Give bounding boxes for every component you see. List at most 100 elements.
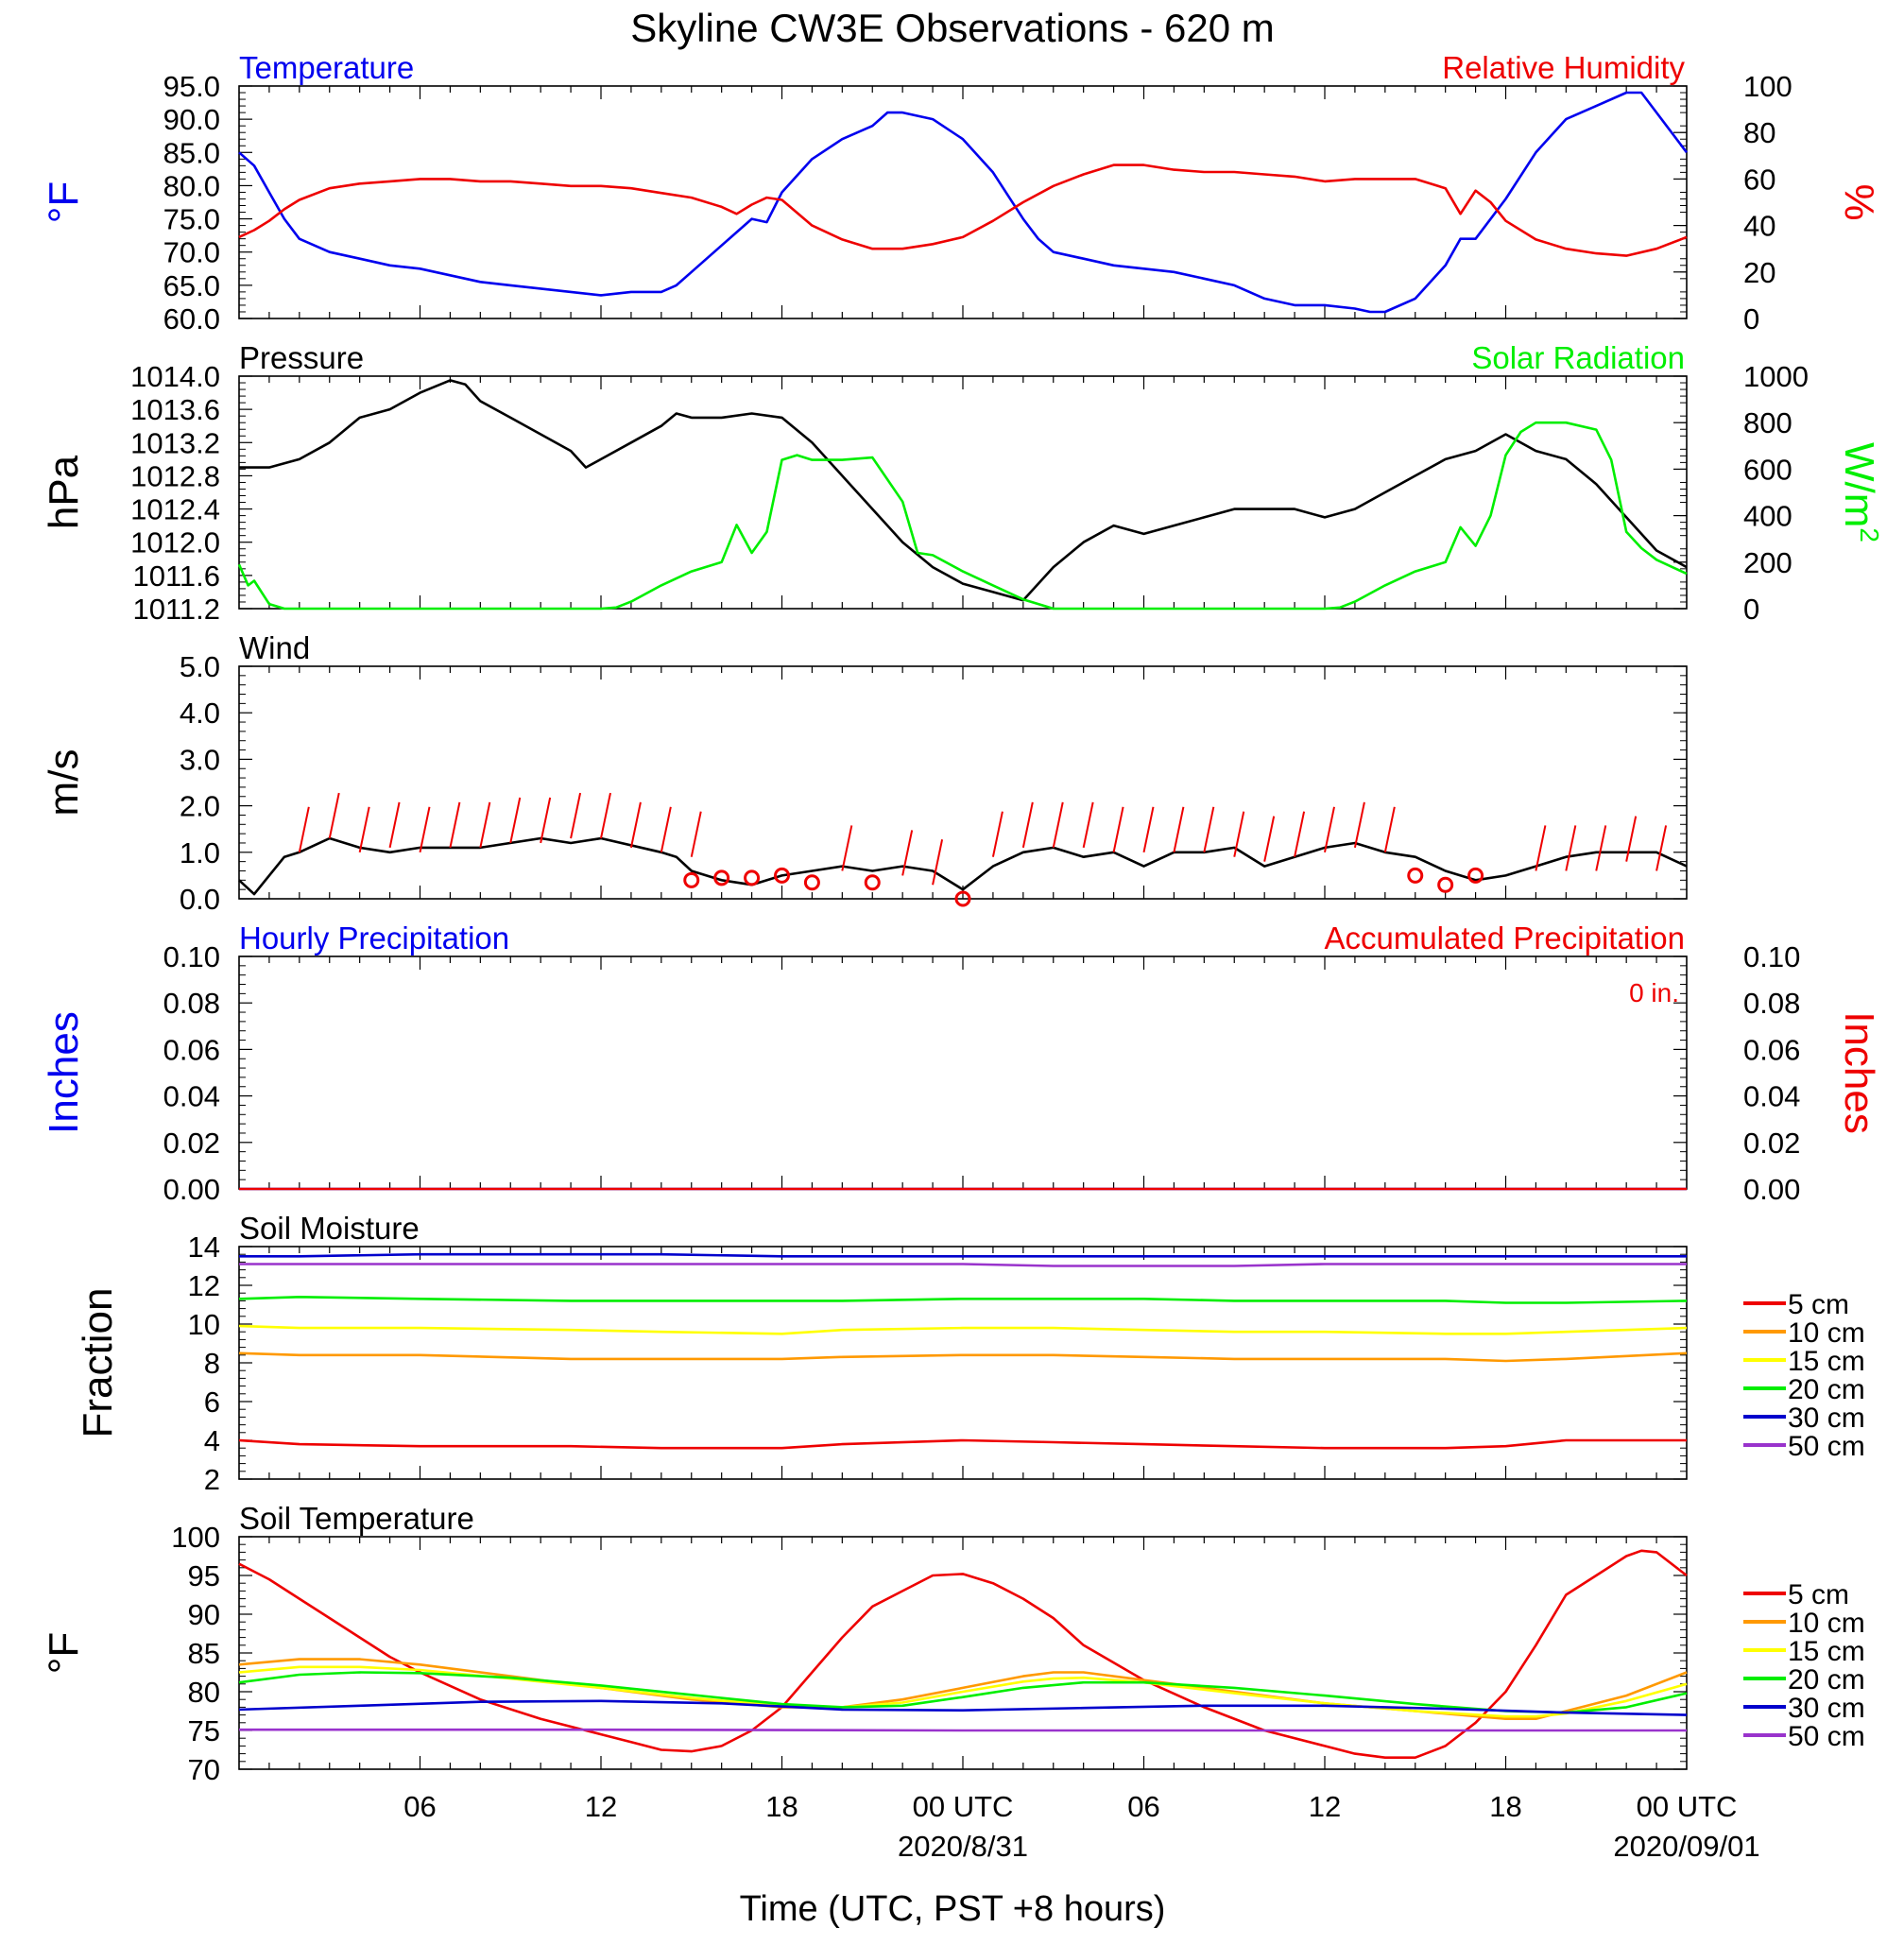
calm-wind-marker: [1437, 876, 1454, 893]
wind-barb: [388, 801, 401, 849]
calm-wind-marker: [1407, 867, 1424, 884]
x-tick-label: 00 UTC: [913, 1790, 1014, 1823]
y-tick-label-right: 100: [1743, 70, 1793, 103]
y-tick-label-left: 6: [204, 1386, 220, 1419]
y-tick-label-right: 0: [1743, 302, 1759, 336]
series-line-10-cm: [238, 1351, 1688, 1363]
unit-base: W/m: [1836, 442, 1882, 527]
panel-title-left: Hourly Precipitation: [239, 921, 509, 955]
panel-title-right: Solar Radiation: [1471, 340, 1685, 375]
y-axis-label-left: °F: [41, 1632, 87, 1674]
y-tick-label-left: 85.0: [163, 136, 220, 169]
y-tick-label-right: 0.00: [1743, 1173, 1800, 1206]
series-line-5-cm: [238, 1549, 1688, 1759]
y-axis-label-left: Fraction: [75, 1288, 121, 1438]
y-tick-label-left: 75: [188, 1714, 220, 1747]
y-tick-label-right: 400: [1743, 500, 1793, 533]
wind-barb: [1595, 825, 1607, 871]
y-tick-label-right: 200: [1743, 546, 1793, 579]
legend-label: 20 cm: [1788, 1374, 1865, 1405]
figure-title: Skyline CW3E Observations - 620 m: [630, 6, 1275, 50]
calm-wind-marker: [803, 874, 820, 891]
unit-superscript: 2: [1855, 527, 1884, 542]
x-axis-label: Time (UTC, PST +8 hours): [740, 1889, 1166, 1929]
wind-barb: [1263, 816, 1276, 862]
wind-barb: [1173, 806, 1185, 853]
series-line-10-cm: [238, 1658, 1688, 1720]
legend-label: 5 cm: [1788, 1579, 1849, 1610]
wind-barb: [1353, 801, 1365, 849]
wind-barb: [600, 792, 611, 839]
wind-barb: [1324, 806, 1335, 853]
y-axis-label-right: W/m2: [1836, 442, 1884, 542]
y-tick-label-left: 1.0: [180, 836, 220, 869]
panel-title-right: Relative Humidity: [1442, 50, 1685, 85]
y-tick-label-left: 14: [188, 1231, 220, 1264]
y-tick-label-left: 80: [188, 1676, 220, 1709]
y-tick-label-left: 1014.0: [130, 360, 220, 393]
panels-group: 95.090.085.080.075.070.065.060.010080604…: [41, 50, 1884, 1786]
wind-barb: [1052, 801, 1064, 849]
y-tick-label-left: 2: [204, 1463, 220, 1496]
wind-barb: [509, 797, 522, 844]
y-tick-label-left: 1011.2: [132, 593, 220, 626]
y-tick-label-right: 0: [1743, 593, 1759, 626]
legend-label: 20 cm: [1788, 1664, 1865, 1695]
wind-barb: [991, 811, 1003, 857]
x-tick-label: 18: [765, 1790, 798, 1823]
wind-barb: [1021, 801, 1034, 849]
panel-pressure-solar: 1014.01013.61013.21012.81012.41012.01011…: [41, 340, 1884, 626]
y-tick-label-left: 0.00: [163, 1173, 220, 1206]
panel-title-left: Wind: [239, 630, 310, 665]
panel-title-left: Temperature: [239, 50, 414, 85]
y-axis-label-right: Inches: [1836, 1011, 1882, 1134]
calm-wind-marker: [744, 869, 761, 886]
series-line-30-cm: [239, 1252, 1687, 1258]
y-tick-label-right: 0.06: [1743, 1033, 1800, 1066]
legend-label: 50 cm: [1788, 1721, 1865, 1752]
series-line-solar-radiation: [237, 421, 1688, 611]
panel-temperature-humidity: 95.090.085.080.075.070.065.060.0 100 80 60 4…: [41, 50, 1882, 336]
y-tick-label-left: 70.0: [163, 236, 220, 269]
wind-barb: [901, 830, 914, 876]
wind-barb: [1203, 806, 1215, 853]
y-tick-label-left: 2.0: [180, 790, 220, 823]
y-axis-label-right: %: [1836, 183, 1882, 220]
y-tick-label-left: 1012.8: [130, 459, 220, 492]
accumulated-total-label: 0 in.: [1629, 978, 1679, 1007]
legend-label: 10 cm: [1788, 1608, 1865, 1639]
wind-barb: [1535, 825, 1547, 871]
wind-barb: [479, 801, 491, 849]
legend-label: 10 cm: [1788, 1317, 1865, 1349]
series-line-pressure: [239, 379, 1688, 602]
y-tick-label-left: 65.0: [163, 269, 220, 302]
y-tick-label-left: 0.10: [163, 940, 220, 973]
y-tick-label-left: 10: [188, 1308, 220, 1341]
y-tick-label-left: 95: [188, 1559, 220, 1592]
y-axis-label-left: °F: [41, 181, 87, 223]
y-tick-label-right: 0.02: [1743, 1127, 1800, 1160]
wind-barb: [1233, 811, 1245, 857]
wind-barb: [298, 806, 310, 853]
calm-wind-marker: [713, 869, 730, 886]
legend-label: 5 cm: [1788, 1289, 1849, 1320]
series-line-temperature: [238, 91, 1689, 314]
panel-title-left: Pressure: [239, 340, 364, 375]
wind-barb: [358, 806, 370, 853]
x-tick-label: 00 UTC: [1637, 1790, 1738, 1823]
y-tick-label-left: 1013.6: [130, 393, 220, 426]
wind-barb: [1112, 806, 1124, 853]
calm-wind-marker: [683, 871, 700, 888]
y-tick-label-right: 1000: [1743, 360, 1809, 393]
y-axis-label-left: m/s: [41, 749, 87, 817]
y-tick-label-right: 0.10: [1743, 940, 1800, 973]
wind-barb: [1655, 825, 1668, 871]
legend-label: 15 cm: [1788, 1346, 1865, 1377]
y-tick-label-left: 95.0: [163, 70, 220, 103]
y-tick-label-right: 60: [1743, 163, 1775, 196]
y-tick-label-left: 100: [171, 1521, 220, 1554]
y-tick-label-left: 80.0: [163, 169, 220, 202]
panel-title-right: Accumulated Precipitation: [1324, 921, 1685, 955]
